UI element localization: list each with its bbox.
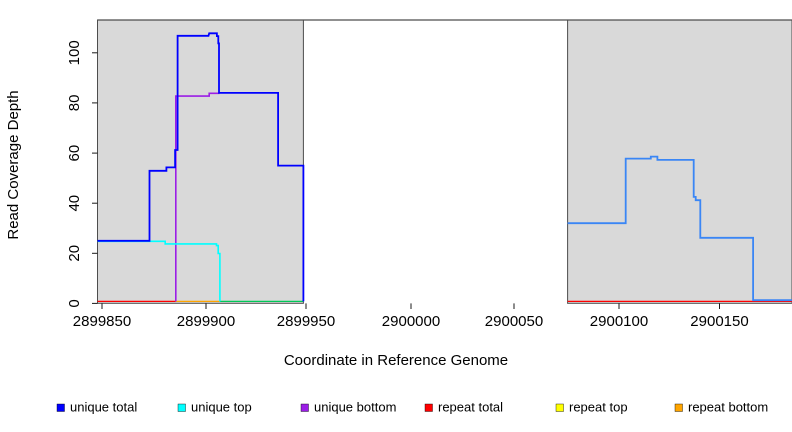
- svg-text:Coordinate in Reference Genome: Coordinate in Reference Genome: [284, 352, 508, 369]
- svg-text:80: 80: [66, 95, 83, 112]
- svg-text:2899950: 2899950: [277, 313, 335, 330]
- svg-text:60: 60: [66, 145, 83, 162]
- svg-text:40: 40: [66, 195, 83, 212]
- svg-text:0: 0: [66, 299, 83, 307]
- svg-text:100: 100: [66, 40, 83, 65]
- svg-text:2900100: 2900100: [590, 313, 648, 330]
- svg-text:unique bottom: unique bottom: [314, 400, 396, 415]
- svg-text:2900000: 2900000: [382, 313, 440, 330]
- svg-text:unique total: unique total: [70, 400, 137, 415]
- svg-text:2900050: 2900050: [485, 313, 543, 330]
- svg-text:unique top: unique top: [191, 400, 252, 415]
- svg-text:20: 20: [66, 245, 83, 262]
- svg-text:repeat bottom: repeat bottom: [688, 400, 768, 415]
- svg-text:2899900: 2899900: [177, 313, 235, 330]
- svg-text:2899850: 2899850: [73, 313, 131, 330]
- svg-text:Read Coverage Depth: Read Coverage Depth: [5, 90, 22, 239]
- svg-text:2900150: 2900150: [690, 313, 748, 330]
- svg-text:repeat total: repeat total: [438, 400, 503, 415]
- svg-text:repeat top: repeat top: [569, 400, 628, 415]
